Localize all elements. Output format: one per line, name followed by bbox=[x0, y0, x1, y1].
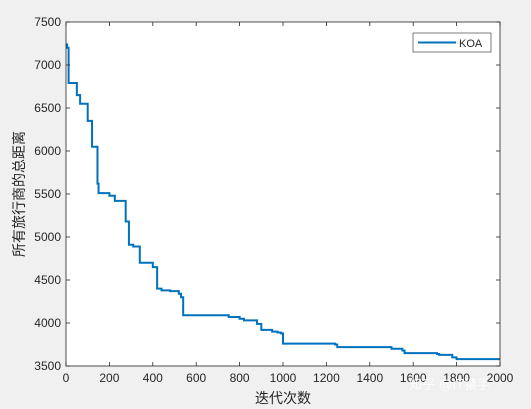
y-tick-label: 6000 bbox=[34, 144, 61, 158]
y-tick-label: 6500 bbox=[34, 101, 61, 115]
x-tick-label: 1400 bbox=[356, 371, 383, 385]
y-tick-label: 7000 bbox=[34, 58, 61, 72]
x-tick-label: 1600 bbox=[400, 371, 427, 385]
x-tick-label: 1200 bbox=[313, 371, 340, 385]
watermark: 知乎 @IT猿手 bbox=[409, 377, 490, 393]
series-layer bbox=[66, 43, 500, 361]
x-tick-label: 0 bbox=[63, 371, 70, 385]
x-axis-label: 迭代次数 bbox=[255, 391, 311, 407]
legend: KOA bbox=[412, 32, 492, 53]
y-tick-label: 3500 bbox=[34, 359, 61, 373]
legend-label-koa: KOA bbox=[459, 38, 483, 50]
y-tick-label: 5000 bbox=[34, 230, 61, 244]
y-tick-label: 5500 bbox=[34, 187, 61, 201]
x-tick-label: 400 bbox=[143, 371, 163, 385]
x-tick-label: 200 bbox=[99, 371, 119, 385]
x-tick-label: 1000 bbox=[270, 371, 297, 385]
x-tick-label: 800 bbox=[230, 371, 250, 385]
y-tick-label: 4500 bbox=[34, 273, 61, 287]
x-tick-label: 2000 bbox=[487, 371, 514, 385]
series-line-koa bbox=[66, 43, 500, 361]
x-tick-label: 600 bbox=[186, 371, 206, 385]
x-tick-label: 1800 bbox=[443, 371, 470, 385]
tick-labels-layer: 0 200 400 600 800 1000 1200 1400 1600 1800 2000 350… bbox=[34, 15, 513, 385]
y-tick-label: 7500 bbox=[34, 15, 61, 29]
plot-area bbox=[66, 22, 500, 366]
ticks-layer bbox=[65, 21, 501, 367]
y-axis-label: 所有旅行商的总距离 bbox=[11, 131, 28, 257]
y-tick-label: 4000 bbox=[34, 316, 61, 330]
